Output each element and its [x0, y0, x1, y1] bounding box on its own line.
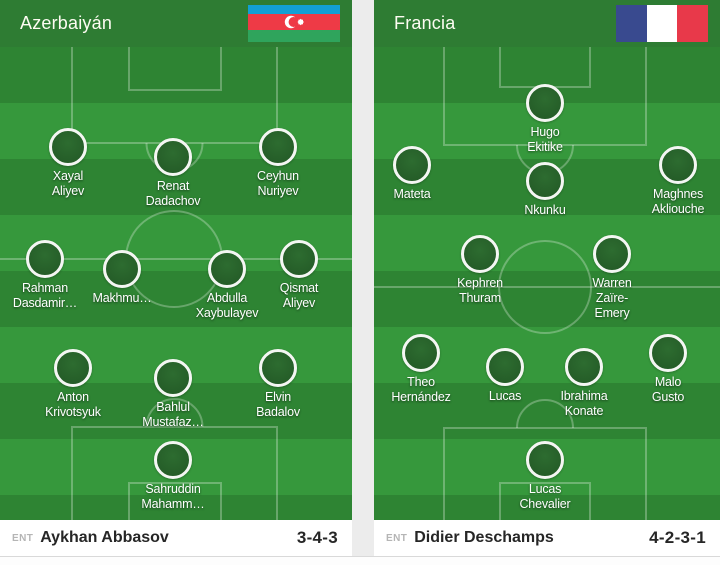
player-name: Warren Zaïre- Emery — [592, 276, 632, 320]
player-name: Ceyhun Nuriyev — [257, 169, 299, 198]
player-name: Sahruddin Mahamm… — [141, 482, 205, 511]
formation-badge: 3-4-3 — [296, 528, 338, 547]
azerbaijan-flag-icon — [248, 5, 340, 42]
pitch-away: Hugo Ekitike Mateta Nkunku Maghnes Akliouche K… — [374, 47, 720, 520]
player-dot — [259, 128, 297, 166]
player-dot — [526, 441, 564, 479]
player-name: Kephren Thuram — [457, 276, 503, 305]
player-dot — [154, 441, 192, 479]
player-dot — [208, 250, 246, 288]
player-marker[interactable]: Lucas Chevalier — [479, 441, 611, 512]
player-dot — [280, 240, 318, 278]
player-dot — [659, 146, 697, 184]
pitch-home: Xayal Aliyev Renat Dadachov Ceyhun Nuriyev Rah… — [0, 47, 352, 520]
player-marker[interactable]: Maghnes Akliouche — [612, 146, 720, 217]
player-dot — [393, 146, 431, 184]
player-dot — [402, 334, 440, 372]
player-name: Malo Gusto — [651, 375, 685, 404]
player-marker[interactable]: Nkunku — [479, 162, 611, 218]
player-name: Renat Dadachov — [145, 179, 201, 208]
player-marker[interactable]: Ceyhun Nuriyev — [212, 128, 344, 199]
player-name: Makhmu… — [92, 291, 152, 305]
player-name: Theo Hernández — [391, 375, 451, 404]
player-name: Hugo Ekitike — [527, 125, 563, 154]
player-marker[interactable]: Abdulla Xaybulayev — [161, 250, 293, 321]
player-dot — [486, 348, 524, 386]
player-name: Mateta — [393, 187, 431, 201]
player-marker[interactable]: Malo Gusto — [602, 334, 720, 405]
player-marker[interactable]: Kephren Thuram — [414, 235, 546, 306]
player-name: Elvin Badalov — [256, 390, 300, 419]
player-marker[interactable]: Mateta — [374, 146, 478, 202]
coach-row: ENT Aykhan Abbasov 3-4-3 — [0, 520, 352, 556]
player-marker[interactable]: Makhmu… — [56, 250, 188, 306]
coach-prefix: ENT — [12, 532, 34, 544]
player-dot — [26, 240, 64, 278]
player-marker[interactable]: Ibrahima Konate — [518, 348, 650, 419]
coach-name[interactable]: Aykhan Abbasov — [40, 529, 169, 546]
player-name: Xayal Aliyev — [51, 169, 85, 198]
coach-prefix: ENT — [386, 532, 408, 544]
player-dot — [526, 84, 564, 122]
player-name: Ibrahima Konate — [560, 389, 608, 418]
player-marker[interactable]: Sahruddin Mahamm… — [107, 441, 239, 512]
team-header[interactable]: Francia — [374, 0, 720, 47]
player-dot — [54, 349, 92, 387]
player-marker[interactable]: Lucas — [439, 348, 571, 404]
player-marker[interactable]: Elvin Badalov — [212, 349, 344, 420]
player-marker[interactable]: Qismat Aliyev — [233, 240, 352, 311]
player-marker[interactable]: Anton Krivotsyuk — [7, 349, 139, 420]
player-marker[interactable]: Theo Hernández — [374, 334, 487, 405]
team-header[interactable]: Azerbaiyán — [0, 0, 352, 47]
player-dot — [49, 128, 87, 166]
coach-row: ENT Didier Deschamps 4-2-3-1 — [374, 520, 720, 556]
player-dot — [461, 235, 499, 273]
team-panel-away: Francia Hugo Ekitike Mateta Nkunku Maghnes Ak… — [374, 0, 720, 556]
player-name: Qismat Aliyev — [279, 281, 319, 310]
player-marker[interactable]: Rahman Dasdamir… — [0, 240, 111, 311]
player-name: Anton Krivotsyuk — [45, 390, 101, 419]
player-dot — [526, 162, 564, 200]
player-dot — [259, 349, 297, 387]
player-marker[interactable]: Hugo Ekitike — [479, 84, 611, 155]
coach-name[interactable]: Didier Deschamps — [414, 529, 554, 546]
player-dot — [649, 334, 687, 372]
bottom-divider — [0, 556, 720, 565]
player-name: Rahman Dasdamir… — [12, 281, 78, 310]
team-name: Azerbaiyán — [20, 13, 113, 33]
player-name: Nkunku — [524, 203, 566, 217]
player-dot — [565, 348, 603, 386]
player-dot — [103, 250, 141, 288]
player-name: Lucas Chevalier — [519, 482, 571, 511]
formation-badge: 4-2-3-1 — [649, 528, 706, 547]
team-name: Francia — [394, 13, 456, 33]
player-dot — [154, 359, 192, 397]
player-name: Lucas — [488, 389, 522, 403]
france-flag-icon — [616, 5, 708, 42]
player-name: Abdulla Xaybulayev — [195, 291, 259, 320]
player-marker[interactable]: Renat Dadachov — [107, 138, 239, 209]
player-marker[interactable]: Warren Zaïre- Emery — [546, 235, 678, 320]
player-dot — [154, 138, 192, 176]
player-name: Maghnes Akliouche — [651, 187, 705, 216]
player-name: Bahlul Mustafaz… — [142, 400, 204, 429]
player-marker[interactable]: Xayal Aliyev — [2, 128, 134, 199]
team-panel-home: Azerbaiyán Xayal Aliyev Renat Dada — [0, 0, 352, 556]
player-dot — [593, 235, 631, 273]
player-marker[interactable]: Bahlul Mustafaz… — [107, 359, 239, 430]
